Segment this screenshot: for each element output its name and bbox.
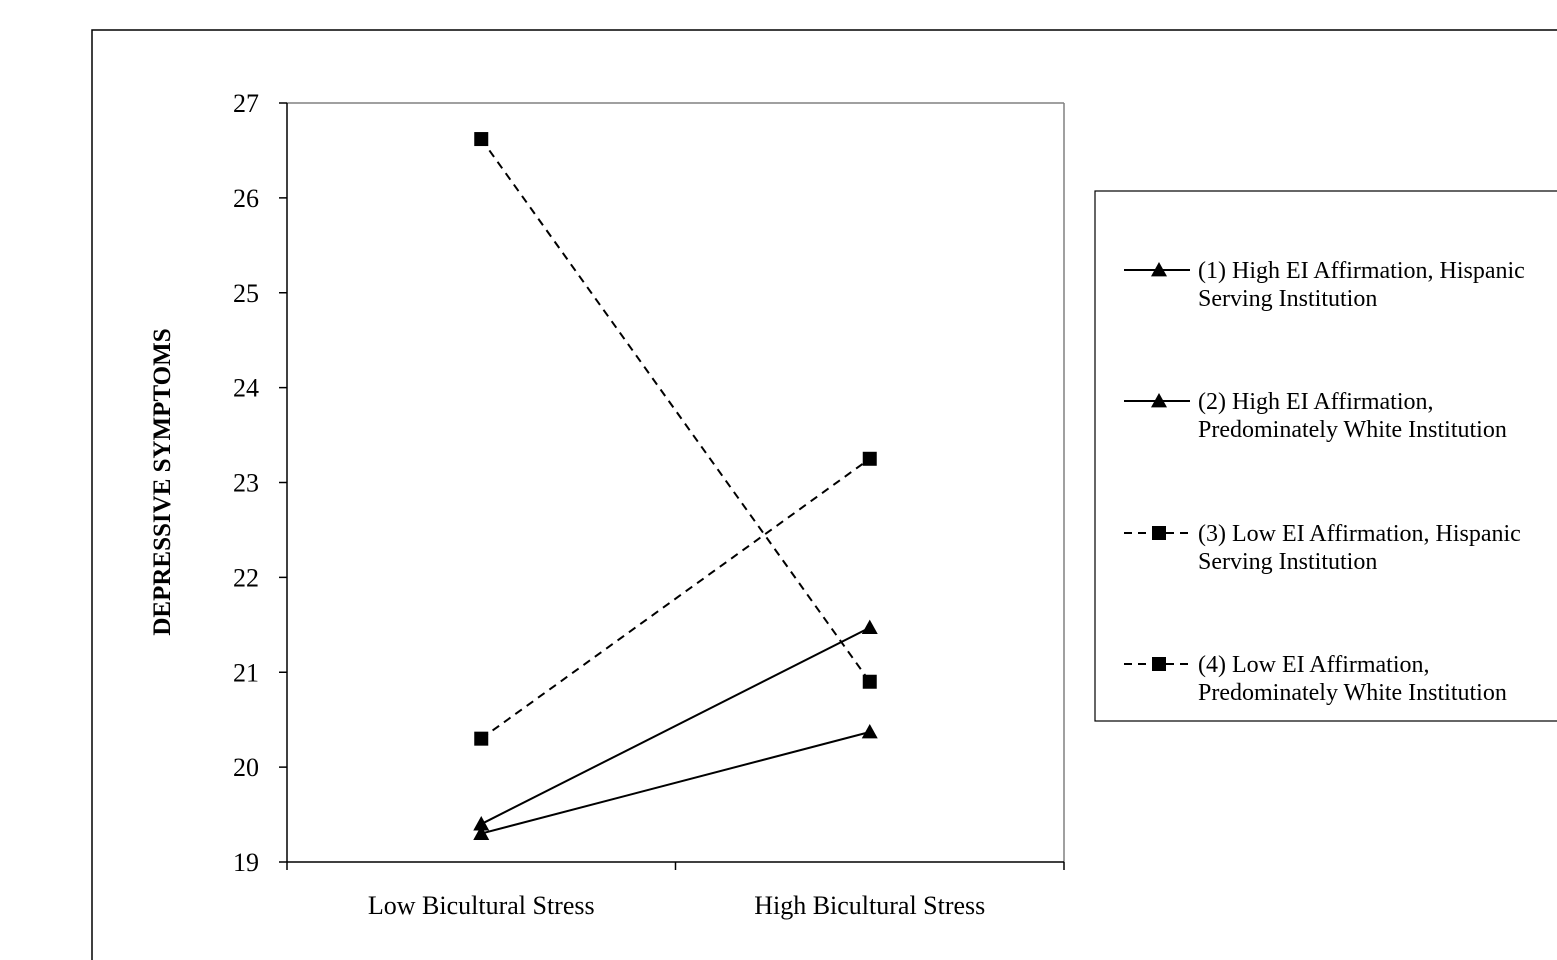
series-2-point-2 xyxy=(861,619,878,635)
legend-label-1: Serving Institution xyxy=(1198,286,1377,312)
x-tick-label: Low Bicultural Stress xyxy=(368,891,595,920)
legend-box xyxy=(1094,190,1557,722)
plot-area: 19 20 21 22 23 24 25 26 27 Low Bicultural Stress H… xyxy=(233,89,1065,920)
legend-label-2: (2) High EI Affirmation, xyxy=(1198,389,1434,415)
y-tick-label: 22 xyxy=(233,563,259,592)
series-1-point-1 xyxy=(473,825,490,840)
y-tick-label: 23 xyxy=(233,469,259,498)
y-tick-label: 19 xyxy=(233,848,259,877)
series-line-1 xyxy=(480,731,871,835)
legend-label-1: (1) High EI Affirmation, Hispanic xyxy=(1198,258,1525,284)
series-line-2 xyxy=(480,626,871,825)
legend: (1) High EI Affirmation, HispanicServing… xyxy=(1094,190,1557,722)
legend-label-4: (4) Low EI Affirmation, xyxy=(1198,652,1430,678)
series-line-3 xyxy=(480,457,871,740)
legend-label-4: Predominately White Institution xyxy=(1198,680,1507,706)
legend-marker-2 xyxy=(1151,393,1167,408)
y-tick-label: 25 xyxy=(233,279,259,308)
legend-label-3: Serving Institution xyxy=(1198,549,1377,575)
y-axis-label: DEPRESSIVE SYMPTOMS xyxy=(149,328,176,635)
series-2-point-1 xyxy=(473,816,490,831)
y-tick-label: 24 xyxy=(233,374,259,403)
legend-marker-1 xyxy=(1151,262,1167,277)
y-tick-label: 26 xyxy=(233,184,259,213)
series-4-point-2 xyxy=(862,674,877,689)
x-tick-label: High Bicultural Stress xyxy=(754,891,985,920)
series-3-point-2 xyxy=(862,451,877,466)
legend-label-2: Predominately White Institution xyxy=(1198,417,1507,443)
y-tick-label: 20 xyxy=(233,753,259,782)
legend-marker-3 xyxy=(1152,526,1166,540)
legend-label-3: (3) Low EI Affirmation, Hispanic xyxy=(1198,521,1521,547)
y-tick-label: 27 xyxy=(233,89,259,118)
legend-marker-4 xyxy=(1152,657,1166,671)
series-3-point-1 xyxy=(474,731,489,746)
y-tick-label: 21 xyxy=(233,658,259,687)
series-4-point-1 xyxy=(474,132,489,147)
series-1-point-2 xyxy=(861,724,878,739)
